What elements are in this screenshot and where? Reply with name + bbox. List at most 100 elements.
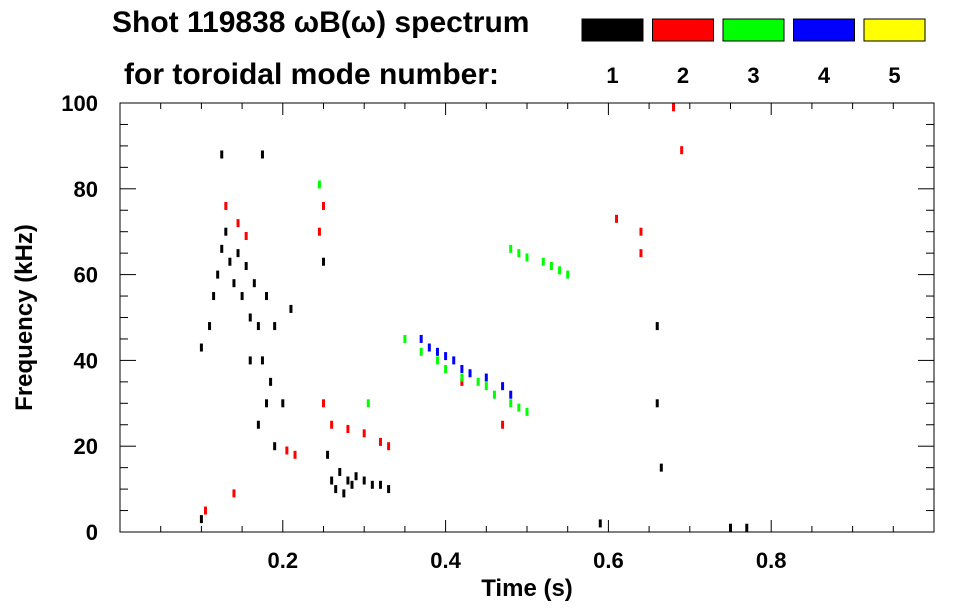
y-tick-label: 80: [74, 177, 98, 202]
data-point-mode-3: [435, 356, 439, 365]
data-point-mode-3: [484, 382, 488, 391]
data-point-mode-2: [680, 146, 684, 155]
data-point-mode-1: [330, 476, 334, 485]
data-point-mode-1: [655, 399, 659, 408]
data-point-mode-2: [322, 399, 325, 408]
data-point-mode-1: [212, 292, 216, 301]
data-point-mode-1: [220, 150, 224, 159]
x-axis-label: Time (s): [481, 575, 573, 602]
data-point-mode-1: [216, 270, 220, 279]
data-point-mode-1: [208, 322, 212, 331]
data-point-mode-3: [317, 180, 321, 189]
data-point-mode-2: [236, 219, 240, 228]
y-tick-label: 0: [86, 520, 98, 545]
data-point-mode-2: [224, 201, 228, 210]
data-point-mode-4: [460, 364, 464, 373]
legend-label-mode-5: 5: [888, 63, 900, 88]
y-axis-label: Frequency (kHz): [11, 224, 38, 411]
data-point-mode-1: [322, 257, 325, 266]
plot-axes: [119, 102, 935, 533]
data-point-mode-1: [256, 322, 260, 331]
data-point-mode-1: [265, 292, 269, 301]
data-point-mode-4: [444, 352, 448, 361]
x-tick-label: 0.4: [430, 548, 461, 573]
x-tick-label: 0.2: [268, 548, 299, 573]
data-point-mode-1: [362, 476, 366, 485]
data-point-mode-1: [659, 463, 663, 472]
data-point-mode-1: [265, 399, 269, 408]
data-point-mode-2: [317, 227, 321, 236]
legend-swatch-mode-3: [722, 18, 785, 42]
data-point-mode-2: [362, 429, 366, 438]
data-point-mode-1: [598, 519, 602, 528]
data-point-mode-1: [248, 356, 252, 365]
data-point-mode-1: [248, 313, 252, 322]
data-point-mode-3: [509, 244, 513, 253]
data-point-mode-1: [269, 377, 273, 386]
data-point-mode-3: [366, 399, 370, 408]
data-point-mode-2: [387, 442, 391, 451]
data-point-mode-1: [236, 249, 240, 258]
data-point-mode-4: [468, 369, 472, 378]
data-point-mode-3: [403, 334, 407, 343]
data-point-mode-2: [378, 437, 382, 446]
data-point-mode-1: [387, 485, 391, 494]
legend-swatch-mode-2: [652, 18, 714, 42]
data-point-mode-3: [549, 262, 553, 271]
data-point-mode-1: [370, 480, 374, 489]
data-point-mode-2: [330, 420, 334, 429]
data-point-mode-1: [273, 442, 277, 451]
data-point-mode-1: [334, 485, 338, 494]
data-point-mode-1: [256, 420, 260, 429]
data-point-mode-2: [672, 103, 676, 112]
data-point-mode-1: [244, 262, 248, 271]
data-point-mode-2: [615, 214, 619, 223]
data-point-mode-1: [252, 279, 256, 288]
data-point-mode-1: [350, 480, 354, 489]
data-point-mode-2: [244, 231, 248, 240]
data-point-mode-2: [293, 450, 297, 459]
data-point-mode-1: [346, 476, 350, 485]
data-point-mode-4: [484, 373, 488, 382]
data-point-mode-4: [427, 343, 431, 352]
data-point-mode-3: [444, 364, 448, 373]
data-point-mode-3: [419, 347, 423, 356]
data-point-mode-3: [492, 390, 496, 399]
data-point-mode-1: [260, 150, 264, 159]
data-point-mode-3: [541, 257, 545, 266]
legend-swatch-mode-1: [581, 18, 644, 42]
data-point-mode-4: [509, 390, 513, 399]
data-point-mode-3: [525, 253, 529, 262]
data-point-mode-1: [745, 523, 749, 532]
data-point-mode-4: [501, 382, 505, 391]
x-tick-label: 0.8: [756, 548, 787, 573]
legend-swatch-mode-4: [793, 18, 855, 42]
data-point-mode-3: [517, 403, 521, 412]
legend-label-mode-3: 3: [747, 63, 759, 88]
data-point-mode-1: [220, 244, 224, 253]
data-point-mode-4: [452, 356, 456, 365]
x-tick-label: 0.6: [593, 548, 624, 573]
legend: 1 2 3 4 5: [581, 18, 926, 88]
plot-data: [199, 103, 749, 532]
plot-frame: [119, 102, 935, 533]
data-point-mode-2: [322, 201, 325, 210]
data-point-mode-1: [273, 322, 277, 331]
data-point-mode-2: [639, 249, 643, 258]
data-point-mode-1: [240, 292, 244, 301]
data-point-mode-1: [342, 489, 346, 498]
y-tick-label: 100: [61, 91, 98, 116]
data-point-mode-1: [199, 343, 203, 352]
data-point-mode-3: [476, 377, 480, 386]
data-point-mode-1: [224, 227, 228, 236]
data-point-mode-1: [260, 356, 264, 365]
data-point-mode-4: [419, 334, 423, 343]
y-tick-label: 20: [74, 434, 98, 459]
data-point-mode-3: [566, 270, 570, 279]
data-point-mode-2: [203, 506, 207, 515]
legend-label-mode-1: 1: [606, 63, 618, 88]
chart-title-line2: for toroidal mode number:: [124, 58, 499, 91]
data-point-mode-1: [199, 515, 203, 524]
data-point-mode-1: [281, 399, 285, 408]
